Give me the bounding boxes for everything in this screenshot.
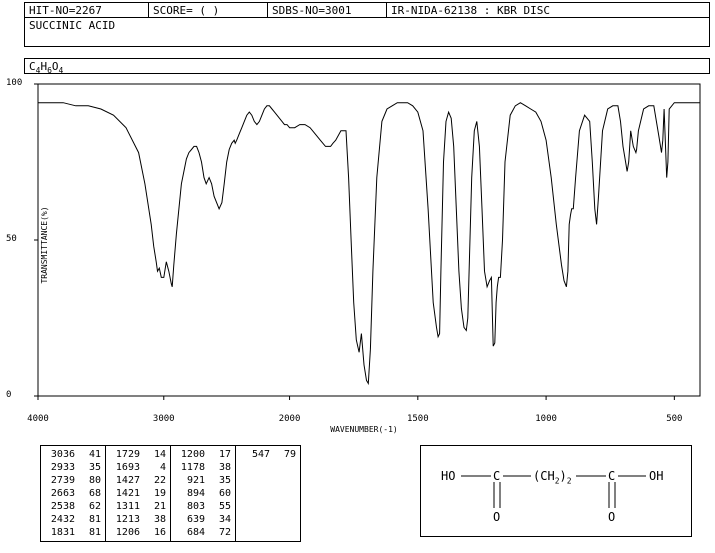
peak-row: 121338	[110, 513, 166, 526]
peak-row: 89460	[175, 487, 231, 500]
hit-no: HIT-NO=2267	[25, 3, 149, 17]
sdbs-no: SDBS-NO=3001	[268, 3, 387, 17]
x-tick: 1500	[407, 414, 429, 424]
peak-row: 142722	[110, 474, 166, 487]
y-tick: 0	[6, 390, 11, 400]
peak-table: 3036412933352739802663682538622432811831…	[40, 445, 301, 542]
peak-row: 68472	[175, 526, 231, 539]
peak-row: 120017	[175, 448, 231, 461]
x-axis-label: WAVENUMBER(-1)	[330, 425, 397, 434]
peak-row: 142119	[110, 487, 166, 500]
struct-c1: C	[493, 469, 500, 483]
molecular-formula: C4H6O4	[24, 58, 710, 74]
score: SCORE= ( )	[149, 3, 268, 17]
peak-row: 266368	[45, 487, 101, 500]
struct-right-oh: OH	[649, 469, 663, 483]
struct-ch2-open: (CH2)2	[533, 469, 572, 485]
peak-row: 80355	[175, 500, 231, 513]
compound-name: SUCCINIC ACID	[24, 17, 710, 47]
x-tick: 1000	[535, 414, 557, 424]
peak-row: 117838	[175, 461, 231, 474]
peak-row: 303641	[45, 448, 101, 461]
y-tick: 50	[6, 234, 17, 244]
peak-row: 120616	[110, 526, 166, 539]
spectrum-svg	[24, 80, 704, 410]
x-tick: 2000	[279, 414, 301, 424]
ir-spectrum-chart: TRANSMITTANCE(%) WAVENUMBER(-1) 40003000…	[24, 80, 704, 410]
peak-row: 183181	[45, 526, 101, 539]
peak-row: 172914	[110, 448, 166, 461]
peak-row: 253862	[45, 500, 101, 513]
peak-row: 243281	[45, 513, 101, 526]
struct-left-oh: HO	[441, 469, 455, 483]
x-tick: 500	[666, 414, 682, 424]
y-axis-label: TRANSMITTANCE(%)	[40, 206, 49, 283]
struct-c2: C	[608, 469, 615, 483]
peak-row: 63934	[175, 513, 231, 526]
x-tick: 3000	[153, 414, 175, 424]
peak-row: 131121	[110, 500, 166, 513]
peak-row: 92135	[175, 474, 231, 487]
y-tick: 100	[6, 78, 22, 88]
peak-row: 16934	[110, 461, 166, 474]
header-row-1: HIT-NO=2267 SCORE= ( ) SDBS-NO=3001 IR-N…	[24, 2, 710, 18]
peak-column: 3036412933352739802663682538622432811831…	[41, 446, 106, 541]
peak-row: 54779	[240, 448, 296, 461]
x-tick: 4000	[27, 414, 49, 424]
struct-o2: O	[608, 510, 615, 524]
structure-svg	[421, 446, 691, 536]
peak-column: 1729141693414272214211913112112133812061…	[106, 446, 171, 541]
molecular-structure: HO C (CH2)2 C OH O O	[420, 445, 692, 537]
struct-o1: O	[493, 510, 500, 524]
method: IR-NIDA-62138 : KBR DISC	[387, 3, 709, 17]
peak-row: 273980	[45, 474, 101, 487]
peak-row: 293335	[45, 461, 101, 474]
peak-column: 1200171178389213589460803556393468472	[171, 446, 236, 541]
peak-column: 54779	[236, 446, 300, 541]
compound-label: SUCCINIC ACID	[29, 19, 115, 32]
